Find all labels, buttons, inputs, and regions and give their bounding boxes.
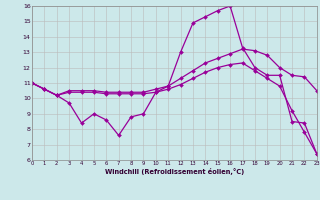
X-axis label: Windchill (Refroidissement éolien,°C): Windchill (Refroidissement éolien,°C) — [105, 168, 244, 175]
